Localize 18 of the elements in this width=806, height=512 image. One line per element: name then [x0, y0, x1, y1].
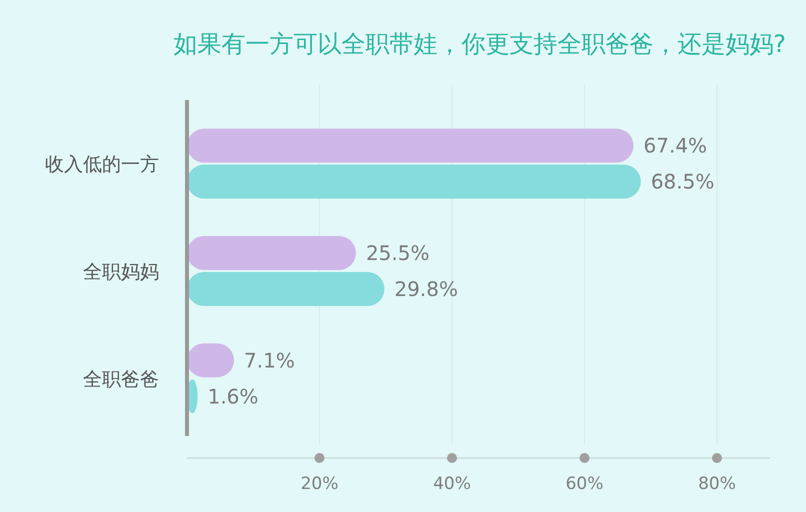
bar [187, 128, 634, 163]
y-tick-label: 全职爸爸 [83, 368, 159, 390]
data-label: 25.5% [366, 241, 430, 265]
x-tick-label: 80% [698, 474, 736, 494]
data-label: 68.5% [650, 170, 714, 194]
y-tick-label: 收入低的一方 [45, 154, 159, 176]
x-tick-label: 40% [433, 474, 471, 494]
bar [187, 164, 641, 199]
y-tick-label: 全职妈妈 [83, 261, 159, 283]
data-label: 1.6% [208, 384, 258, 408]
data-label: 29.8% [394, 277, 458, 301]
data-label: 7.1% [244, 348, 295, 372]
bar [187, 272, 384, 306]
x-tick-label: 20% [300, 474, 338, 494]
title: 如果有一方可以全职带娃，你更支持全职爸爸，还是妈妈? [173, 30, 786, 58]
x-tick-label: 60% [566, 474, 604, 494]
bar [187, 236, 356, 270]
data-label: 67.4% [644, 134, 708, 158]
